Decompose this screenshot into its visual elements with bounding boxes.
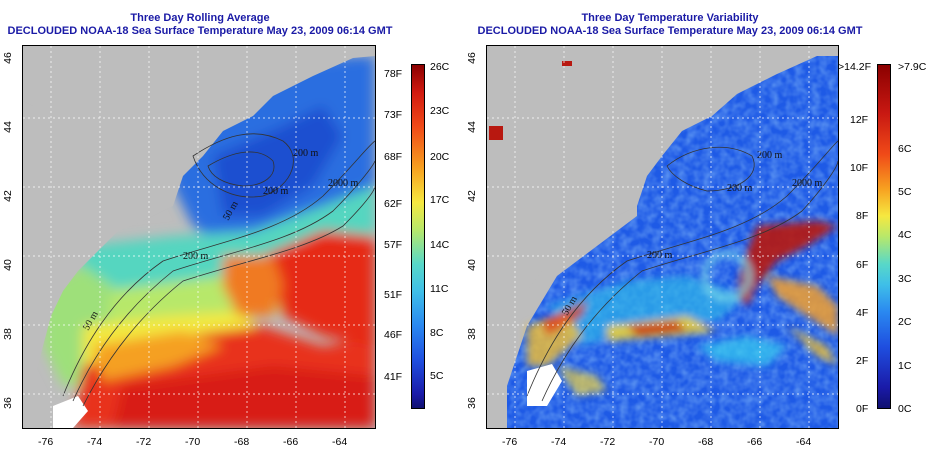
colorbar-c-label: 6C <box>898 143 912 155</box>
colorbar-c-label: 20C <box>430 151 450 163</box>
lon-tick: -72 <box>600 436 616 448</box>
colorbar-c-label: 0C <box>898 403 912 415</box>
lat-tick: 44 <box>1 121 14 133</box>
lat-tick: 42 <box>1 190 14 202</box>
right-colorbar <box>877 64 891 409</box>
left-sst-map: 200 m 2000 m 200 m 50 m 200 m 50 m <box>22 45 376 429</box>
right-variability-map: 200 m 2000 m 200 m 200 m 50 m <box>486 45 839 429</box>
lon-tick: -64 <box>796 436 812 448</box>
colorbar-f-label: 4F <box>856 307 869 319</box>
landmass <box>23 46 375 406</box>
lon-tick: -66 <box>747 436 763 448</box>
colorbar-f-label: >14.2F <box>838 61 871 73</box>
colorbar-c-label: 17C <box>430 194 450 206</box>
landmass <box>487 46 838 406</box>
bathymetry-contours <box>62 133 375 407</box>
colorbar-f-label: 0F <box>856 403 869 415</box>
lat-tick: 38 <box>1 328 14 340</box>
colorbar-f-label: 6F <box>856 259 869 271</box>
colorbar-c-label: >7.9C <box>898 61 927 73</box>
lon-tick: -76 <box>502 436 518 448</box>
colorbar-c-label: 11C <box>430 283 449 295</box>
colorbar-c-label: 5C <box>430 370 444 382</box>
colorbar-c-label: 8C <box>430 327 444 339</box>
right-title: Three Day Temperature Variability <box>581 12 759 24</box>
colorbar-f-label: 2F <box>856 355 869 367</box>
colorbar-c-label: 5C <box>898 186 912 198</box>
colorbar-c-label: 26C <box>430 61 450 73</box>
lon-tick: -72 <box>136 436 152 448</box>
lon-tick: -74 <box>551 436 567 448</box>
colorbar-f-label: 46F <box>384 329 403 341</box>
left-colorbar <box>411 64 425 409</box>
lon-tick: -66 <box>283 436 299 448</box>
left-title-block: Three Day Rolling Average DECLOUDED NOAA… <box>0 12 400 38</box>
lon-tick: -68 <box>698 436 714 448</box>
graticule <box>487 46 838 428</box>
colorbar-f-label: 57F <box>384 239 403 251</box>
colorbar-c-label: 3C <box>898 273 912 285</box>
lon-tick: -70 <box>185 436 201 448</box>
contour-label: 200 m <box>183 251 209 262</box>
colorbar-f-label: 73F <box>384 109 403 121</box>
hot-spots <box>489 61 572 140</box>
lon-tick: -64 <box>332 436 348 448</box>
lat-tick: 42 <box>465 190 478 202</box>
colorbar-f-label: 10F <box>850 162 869 174</box>
lon-tick: -74 <box>87 436 103 448</box>
contour-label: 2000 m <box>792 178 823 189</box>
lat-tick: 46 <box>1 52 14 64</box>
left-title: Three Day Rolling Average <box>130 12 270 24</box>
lat-tick: 46 <box>465 52 478 64</box>
colorbar-f-label: 51F <box>384 289 403 301</box>
contour-label: 200 m <box>757 150 783 161</box>
lat-tick: 40 <box>1 259 14 271</box>
right-subtitle: DECLOUDED NOAA-18 Sea Surface Temperatur… <box>477 25 863 37</box>
lat-tick: 44 <box>465 121 478 133</box>
colorbar-f-label: 68F <box>384 151 403 163</box>
colorbar-c-label: 2C <box>898 316 912 328</box>
lon-tick: -68 <box>234 436 250 448</box>
contour-label: 200 m <box>727 183 753 194</box>
colorbar-f-label: 12F <box>850 114 869 126</box>
lon-tick: -70 <box>649 436 665 448</box>
right-title-block: Three Day Temperature Variability DECLOU… <box>470 12 870 38</box>
colorbar-c-label: 4C <box>898 229 912 241</box>
lat-tick: 36 <box>465 397 478 409</box>
lat-tick: 36 <box>1 397 14 409</box>
lat-tick: 40 <box>465 259 478 271</box>
left-subtitle: DECLOUDED NOAA-18 Sea Surface Temperatur… <box>7 25 393 37</box>
contour-label: 200 m <box>647 250 673 261</box>
colorbar-f-label: 41F <box>384 371 403 383</box>
colorbar-c-label: 23C <box>430 105 450 117</box>
contour-label: 2000 m <box>328 178 359 189</box>
contour-label: 200 m <box>293 148 319 159</box>
colorbar-f-label: 62F <box>384 198 403 210</box>
lat-tick: 38 <box>465 328 478 340</box>
lon-tick: -76 <box>38 436 54 448</box>
colorbar-f-label: 78F <box>384 68 403 80</box>
colorbar-c-label: 14C <box>430 239 450 251</box>
colorbar-f-label: 8F <box>856 210 869 222</box>
contour-label: 200 m <box>263 186 289 197</box>
colorbar-c-label: 1C <box>898 360 912 372</box>
bathymetry-contours <box>526 140 838 402</box>
graticule <box>23 46 375 428</box>
